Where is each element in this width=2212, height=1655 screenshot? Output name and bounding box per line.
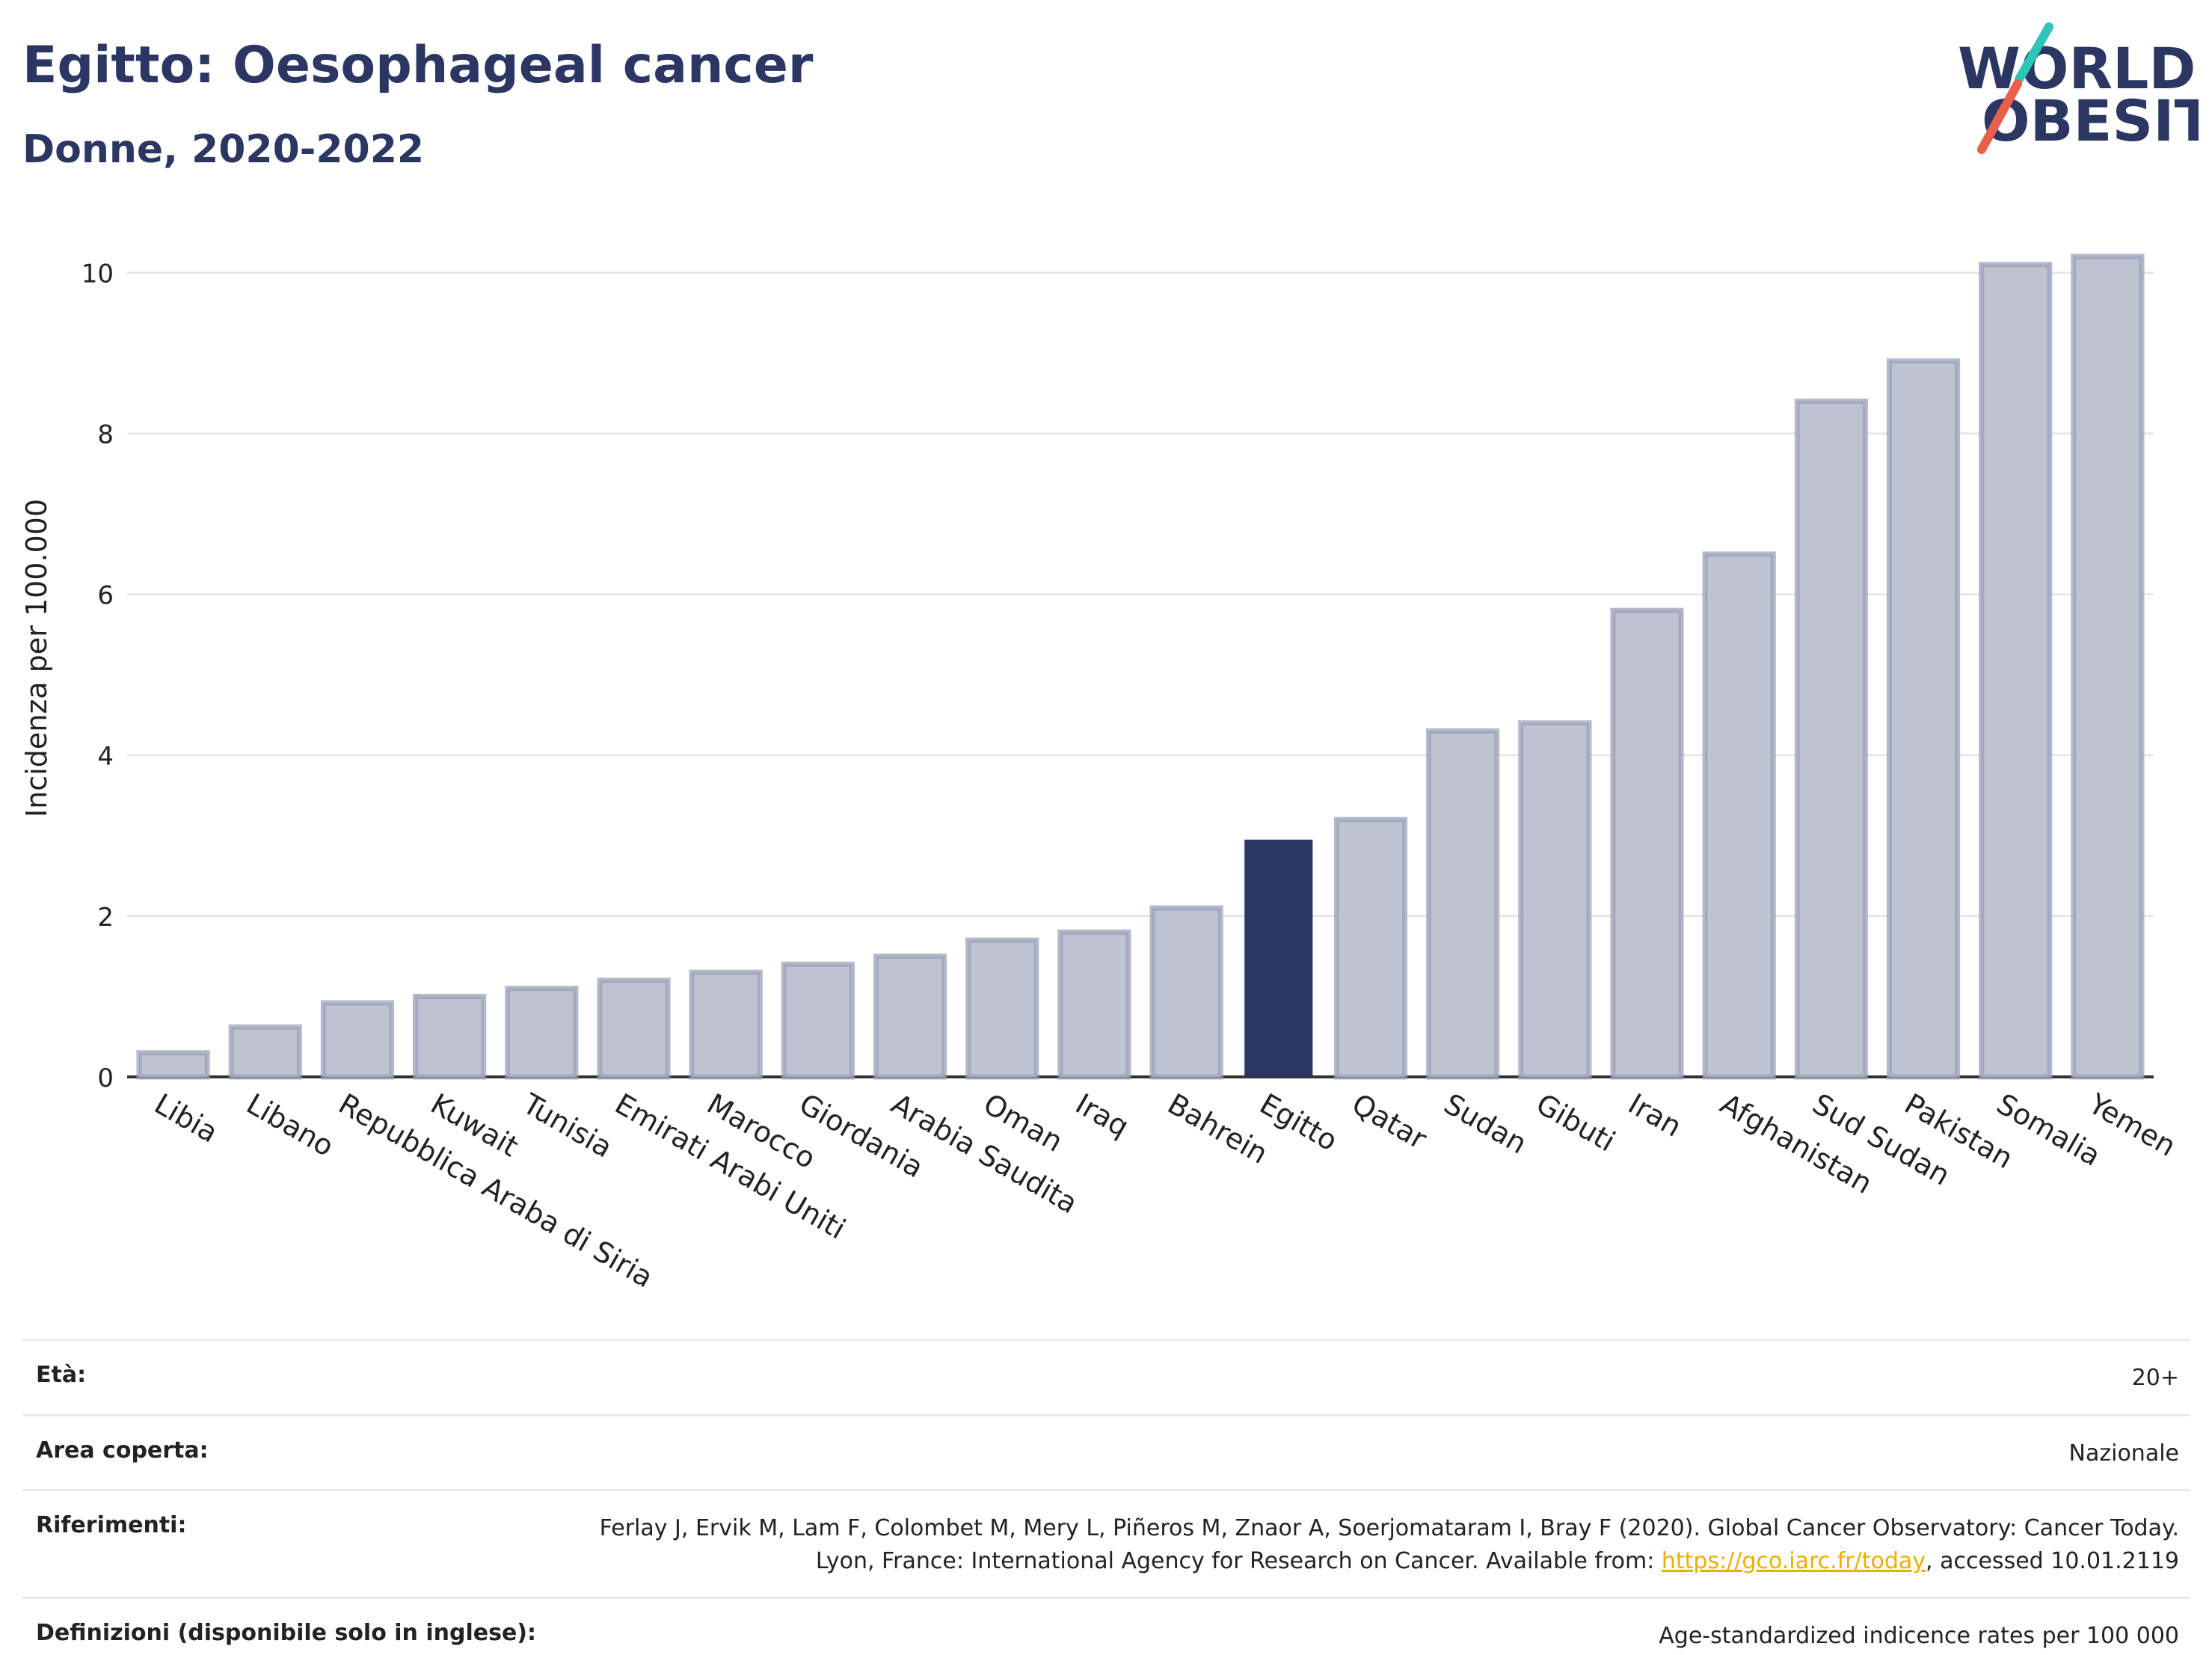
bar-9: [965, 937, 1039, 1080]
bar-1: [228, 1024, 302, 1080]
bar-15: [1518, 720, 1592, 1080]
bar-21: [2071, 254, 2145, 1080]
bar-6: [689, 969, 763, 1080]
info-row-age: Età: 20+: [22, 1339, 2190, 1414]
y-tick-label-2: 4: [97, 742, 114, 772]
bars: [136, 254, 2145, 1080]
x-tick-label-11: Bahrein: [1162, 1087, 1274, 1170]
logo-line2: OBESITY: [1982, 87, 2199, 154]
bar-18: [1794, 399, 1868, 1080]
x-tick-label-1: Libano: [241, 1087, 340, 1163]
references-accessed: , accessed 10.01.2119: [1926, 1547, 2179, 1574]
bar-3: [413, 993, 487, 1080]
y-axis-label: Incidenza per 100.000: [20, 499, 53, 817]
y-tick-label-3: 6: [97, 581, 114, 611]
bar-8: [873, 954, 947, 1080]
x-tick-label-13: Qatar: [1346, 1087, 1432, 1156]
references-value: Ferlay J, Ervik M, Lam F, Colombet M, Me…: [594, 1512, 2179, 1577]
y-tick-label-5: 10: [82, 260, 114, 289]
bar-16: [1610, 607, 1684, 1080]
chart-title: Egitto: Oesophageal cancer: [22, 36, 814, 95]
bar-10: [1057, 929, 1131, 1080]
x-tick-label-4: Tunisia: [517, 1087, 618, 1164]
bar-7: [781, 961, 855, 1080]
world-obesity-logo: WORLD OBESITY: [1958, 22, 2199, 154]
bar-0: [136, 1050, 210, 1080]
info-row-definitions: Definizioni (disponibile solo in inglese…: [22, 1597, 2190, 1655]
info-row-area: Area coperta: Nazionale: [22, 1413, 2190, 1490]
x-tick-label-14: Sudan: [1439, 1087, 1533, 1161]
definitions-value: Age-standardized indicence rates per 100…: [1659, 1623, 2179, 1649]
references-link[interactable]: https://gco.iarc.fr/today: [1661, 1547, 1926, 1574]
y-tick-label-0: 0: [97, 1063, 114, 1093]
bar-17: [1702, 551, 1776, 1080]
x-tick-label-15: Gibuti: [1531, 1087, 1620, 1158]
bar-4: [505, 986, 579, 1080]
area-label: Area coperta:: [36, 1437, 209, 1464]
bar-14: [1426, 728, 1500, 1080]
area-value: Nazionale: [2068, 1440, 2179, 1467]
definitions-label: Definizioni (disponibile solo in inglese…: [36, 1620, 536, 1646]
x-tick-label-10: Iraq: [1070, 1087, 1134, 1143]
bar-5: [597, 977, 671, 1080]
x-tick-label-0: Libia: [149, 1087, 224, 1149]
bar-20: [1979, 262, 2053, 1080]
bar-13: [1333, 817, 1408, 1080]
bar-2: [320, 1000, 395, 1080]
references-label: Riferimenti:: [36, 1512, 187, 1538]
y-tick-label-4: 8: [97, 420, 114, 450]
y-tick-labels: 0 2 4 6 8 10: [82, 260, 114, 1093]
x-tick-label-16: Iran: [1623, 1087, 1687, 1143]
chart-subtitle: Donne, 2020-2022: [22, 127, 425, 172]
bar-19: [1886, 358, 1961, 1080]
references-text: Ferlay J, Ervik M, Lam F, Colombet M, Me…: [599, 1515, 2179, 1574]
bar-11: [1149, 905, 1223, 1080]
logo-line1: WORLD: [1958, 35, 2196, 102]
info-row-references: Riferimenti: Ferlay J, Ervik M, Lam F, C…: [22, 1489, 2190, 1597]
info-table: Età: 20+ Area coperta: Nazionale Riferim…: [22, 1339, 2190, 1655]
age-label: Età:: [36, 1362, 87, 1388]
y-tick-label-1: 2: [97, 903, 114, 933]
age-value: 20+: [2131, 1365, 2179, 1391]
bar-12: [1244, 839, 1313, 1077]
